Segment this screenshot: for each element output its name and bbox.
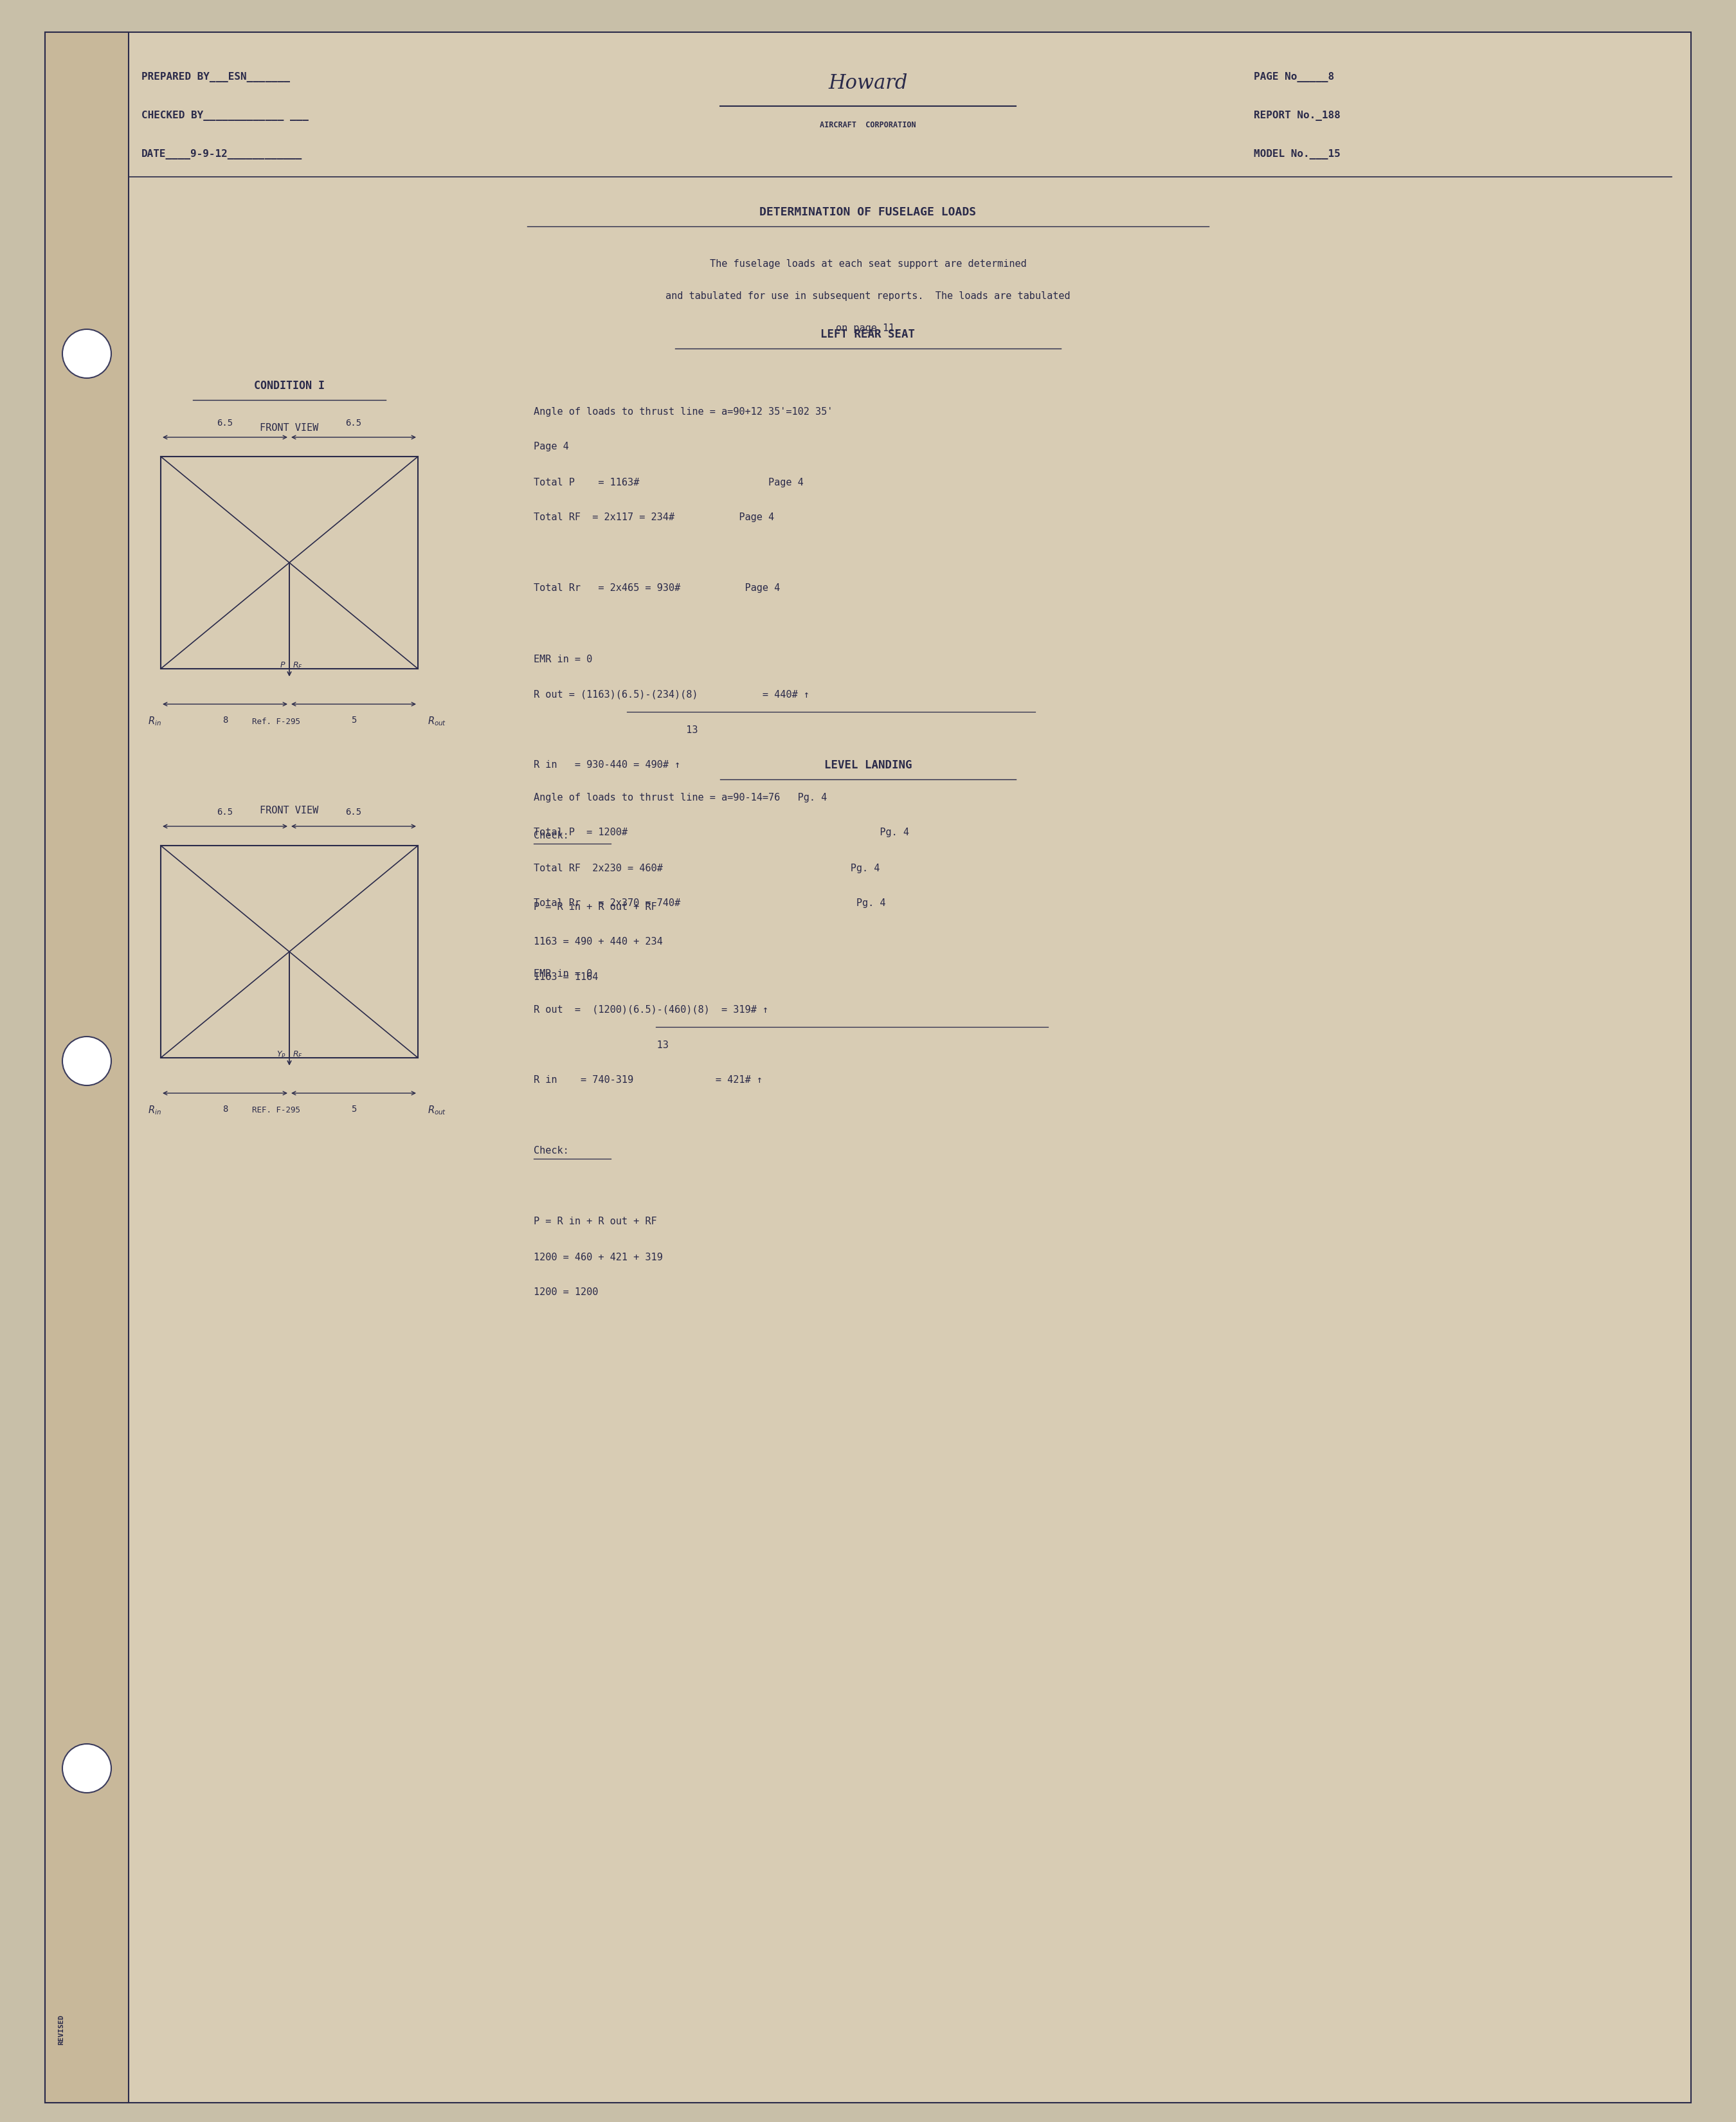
Text: $R_F$: $R_F$ <box>293 1050 302 1059</box>
Text: Total RF  2x230 = 460#                                Pg. 4: Total RF 2x230 = 460# Pg. 4 <box>533 864 880 872</box>
Text: PREPARED BY___ESN_______: PREPARED BY___ESN_______ <box>141 72 290 83</box>
Text: 6.5: 6.5 <box>217 418 233 429</box>
Text: $P$: $P$ <box>279 662 286 671</box>
Text: 8: 8 <box>222 715 227 726</box>
Text: AIRCRAFT  CORPORATION: AIRCRAFT CORPORATION <box>819 121 917 129</box>
Text: 5: 5 <box>351 715 356 726</box>
Text: 6.5: 6.5 <box>345 418 361 429</box>
Text: and tabulated for use in subsequent reports.  The loads are tabulated: and tabulated for use in subsequent repo… <box>665 291 1071 301</box>
Bar <box>161 456 418 668</box>
Text: $R_{out}$: $R_{out}$ <box>427 715 446 728</box>
Text: LEFT REAR SEAT: LEFT REAR SEAT <box>821 329 915 340</box>
Text: Total Rr   = 2x370 = 740#                              Pg. 4: Total Rr = 2x370 = 740# Pg. 4 <box>533 898 885 908</box>
Text: Check:: Check: <box>533 832 569 840</box>
Text: $Y_P$: $Y_P$ <box>276 1050 286 1059</box>
Text: Angle of loads to thrust line = a=90+12 35'=102 35': Angle of loads to thrust line = a=90+12 … <box>533 407 833 416</box>
Text: REF. F-295: REF. F-295 <box>252 1106 300 1114</box>
Text: Ref. F-295: Ref. F-295 <box>252 717 300 726</box>
Text: Howard: Howard <box>828 74 908 93</box>
Text: Total P  = 1200#                                           Pg. 4: Total P = 1200# Pg. 4 <box>533 828 910 838</box>
Text: 6.5: 6.5 <box>217 808 233 817</box>
Text: Total Rr   = 2x465 = 930#           Page 4: Total Rr = 2x465 = 930# Page 4 <box>533 584 779 594</box>
Text: DATE____9-9-12____________: DATE____9-9-12____________ <box>141 149 302 159</box>
Text: Page 4: Page 4 <box>533 441 569 452</box>
Text: MODEL No.___15: MODEL No.___15 <box>1253 149 1340 159</box>
Circle shape <box>62 329 111 378</box>
Text: CHECKED BY_____________ ___: CHECKED BY_____________ ___ <box>141 110 309 121</box>
Text: REPORT No._188: REPORT No._188 <box>1253 110 1340 121</box>
Text: 1163 = 490 + 440 + 234: 1163 = 490 + 440 + 234 <box>533 938 663 946</box>
Text: 8: 8 <box>222 1106 227 1114</box>
Text: on page 11.: on page 11. <box>835 323 901 333</box>
Text: P = R in + R out + RF: P = R in + R out + RF <box>533 1216 656 1227</box>
Text: R in    = 740-319              = 421# ↑: R in = 740-319 = 421# ↑ <box>533 1076 762 1084</box>
Text: FRONT VIEW: FRONT VIEW <box>260 806 319 815</box>
Text: Angle of loads to thrust line = a=90-14=76   Pg. 4: Angle of loads to thrust line = a=90-14=… <box>533 792 826 802</box>
Text: 1200 = 460 + 421 + 319: 1200 = 460 + 421 + 319 <box>533 1252 663 1263</box>
Text: 1163 = 1164: 1163 = 1164 <box>533 972 599 982</box>
Text: PAGE No_____8: PAGE No_____8 <box>1253 72 1335 83</box>
Text: R in   = 930-440 = 490# ↑: R in = 930-440 = 490# ↑ <box>533 760 681 770</box>
Text: P = R in + R out + RF: P = R in + R out + RF <box>533 902 656 912</box>
Text: The fuselage loads at each seat support are determined: The fuselage loads at each seat support … <box>710 259 1026 269</box>
Text: REVISED: REVISED <box>57 2014 64 2046</box>
Text: 13: 13 <box>533 1040 668 1050</box>
Text: 1200 = 1200: 1200 = 1200 <box>533 1288 599 1297</box>
Circle shape <box>62 1036 111 1086</box>
Text: $R_{in}$: $R_{in}$ <box>148 1103 161 1116</box>
Text: EMR in = 0: EMR in = 0 <box>533 654 592 664</box>
Text: CONDITION I: CONDITION I <box>253 380 325 393</box>
Bar <box>161 845 418 1057</box>
Text: Total RF  = 2x117 = 234#           Page 4: Total RF = 2x117 = 234# Page 4 <box>533 514 774 522</box>
Text: FRONT VIEW: FRONT VIEW <box>260 422 319 433</box>
Bar <box>45 32 128 2103</box>
Text: $R_{in}$: $R_{in}$ <box>148 715 161 728</box>
Text: DETERMINATION OF FUSELAGE LOADS: DETERMINATION OF FUSELAGE LOADS <box>760 206 976 219</box>
Text: $R_F$: $R_F$ <box>293 660 302 671</box>
Circle shape <box>62 1744 111 1793</box>
Text: R out  =  (1200)(6.5)-(460)(8)  = 319# ↑: R out = (1200)(6.5)-(460)(8) = 319# ↑ <box>533 1004 769 1014</box>
Text: $R_{out}$: $R_{out}$ <box>427 1103 446 1116</box>
Text: EMR in = 0: EMR in = 0 <box>533 970 592 978</box>
Text: R out = (1163)(6.5)-(234)(8)           = 440# ↑: R out = (1163)(6.5)-(234)(8) = 440# ↑ <box>533 690 809 700</box>
Text: Total P    = 1163#                      Page 4: Total P = 1163# Page 4 <box>533 477 804 488</box>
Text: 6.5: 6.5 <box>345 808 361 817</box>
Text: LEVEL LANDING: LEVEL LANDING <box>825 760 911 770</box>
Text: 13: 13 <box>533 726 698 734</box>
Text: 5: 5 <box>351 1106 356 1114</box>
Text: Check:: Check: <box>533 1146 569 1156</box>
